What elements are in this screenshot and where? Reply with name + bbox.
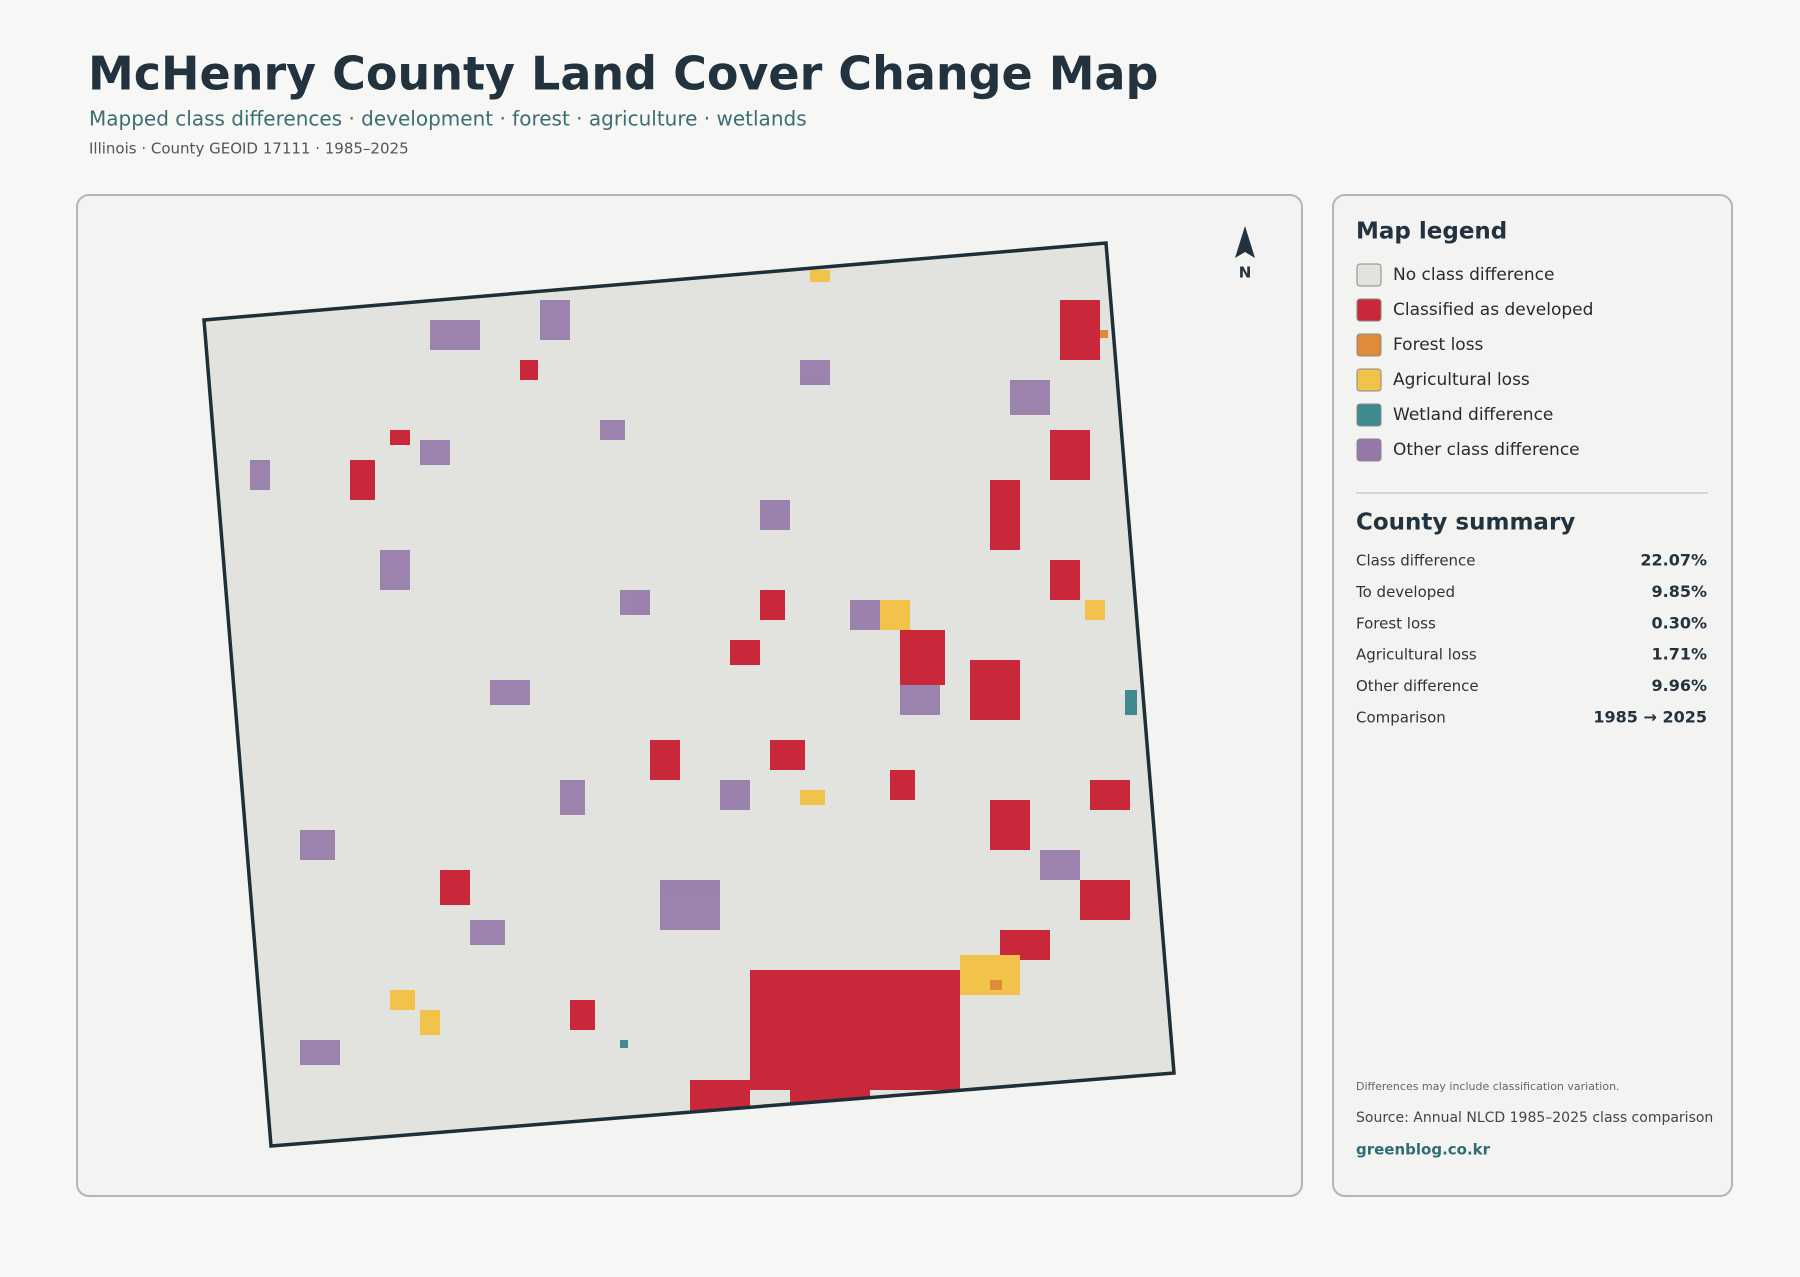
subtitle: Mapped class differences · development ·… (89, 107, 807, 131)
legend-label: Classified as developed (1393, 300, 1593, 320)
legend-label: Forest loss (1393, 335, 1484, 355)
side-panel (1332, 194, 1733, 1197)
summary-value: 0.30% (1651, 613, 1707, 632)
legend-swatch (1356, 263, 1382, 287)
legend: No class difference Classified as develop… (1356, 263, 1593, 462)
legend-swatch (1356, 403, 1382, 427)
legend-label: Other class difference (1393, 440, 1580, 460)
summary-value: 1.71% (1651, 645, 1707, 664)
legend-swatch (1356, 438, 1382, 462)
summary-value: 9.96% (1651, 676, 1707, 695)
summary-label: To developed (1355, 583, 1455, 601)
summary: Class difference 22.07% To developed 9.85% F… (1355, 551, 1707, 727)
summary-title: County summary (1356, 510, 1575, 536)
summary-label: Agricultural loss (1356, 646, 1477, 664)
summary-value: 1985 → 2025 (1593, 708, 1707, 727)
map-area (204, 243, 1174, 1146)
summary-label: Other difference (1356, 677, 1479, 695)
meta: Illinois · County GEOID 17111 · 1985–202… (89, 140, 409, 158)
summary-label: Comparison (1356, 709, 1446, 727)
summary-label: Class difference (1356, 552, 1476, 570)
north-arrow (1235, 226, 1255, 258)
summary-label: Forest loss (1356, 614, 1436, 632)
link[interactable]: greenblog.co.kr (1356, 1141, 1491, 1159)
north-label: N (1239, 264, 1252, 282)
footnote: Differences may include classification v… (1356, 1080, 1620, 1093)
source: Source: Annual NLCD 1985–2025 class comp… (1356, 1110, 1713, 1126)
legend-swatch (1356, 333, 1382, 357)
legend-swatch (1356, 368, 1382, 392)
summary-value: 9.85% (1651, 582, 1707, 601)
county-outline (202, 241, 1176, 1148)
legend-swatch (1356, 298, 1382, 322)
title: McHenry County Land Cover Change Map (88, 47, 1159, 101)
legend-label: Agricultural loss (1393, 370, 1530, 390)
legend-label: No class difference (1393, 265, 1554, 285)
summary-value: 22.07% (1640, 551, 1707, 570)
legend-label: Wetland difference (1393, 405, 1553, 425)
legend-title: Map legend (1356, 219, 1507, 245)
